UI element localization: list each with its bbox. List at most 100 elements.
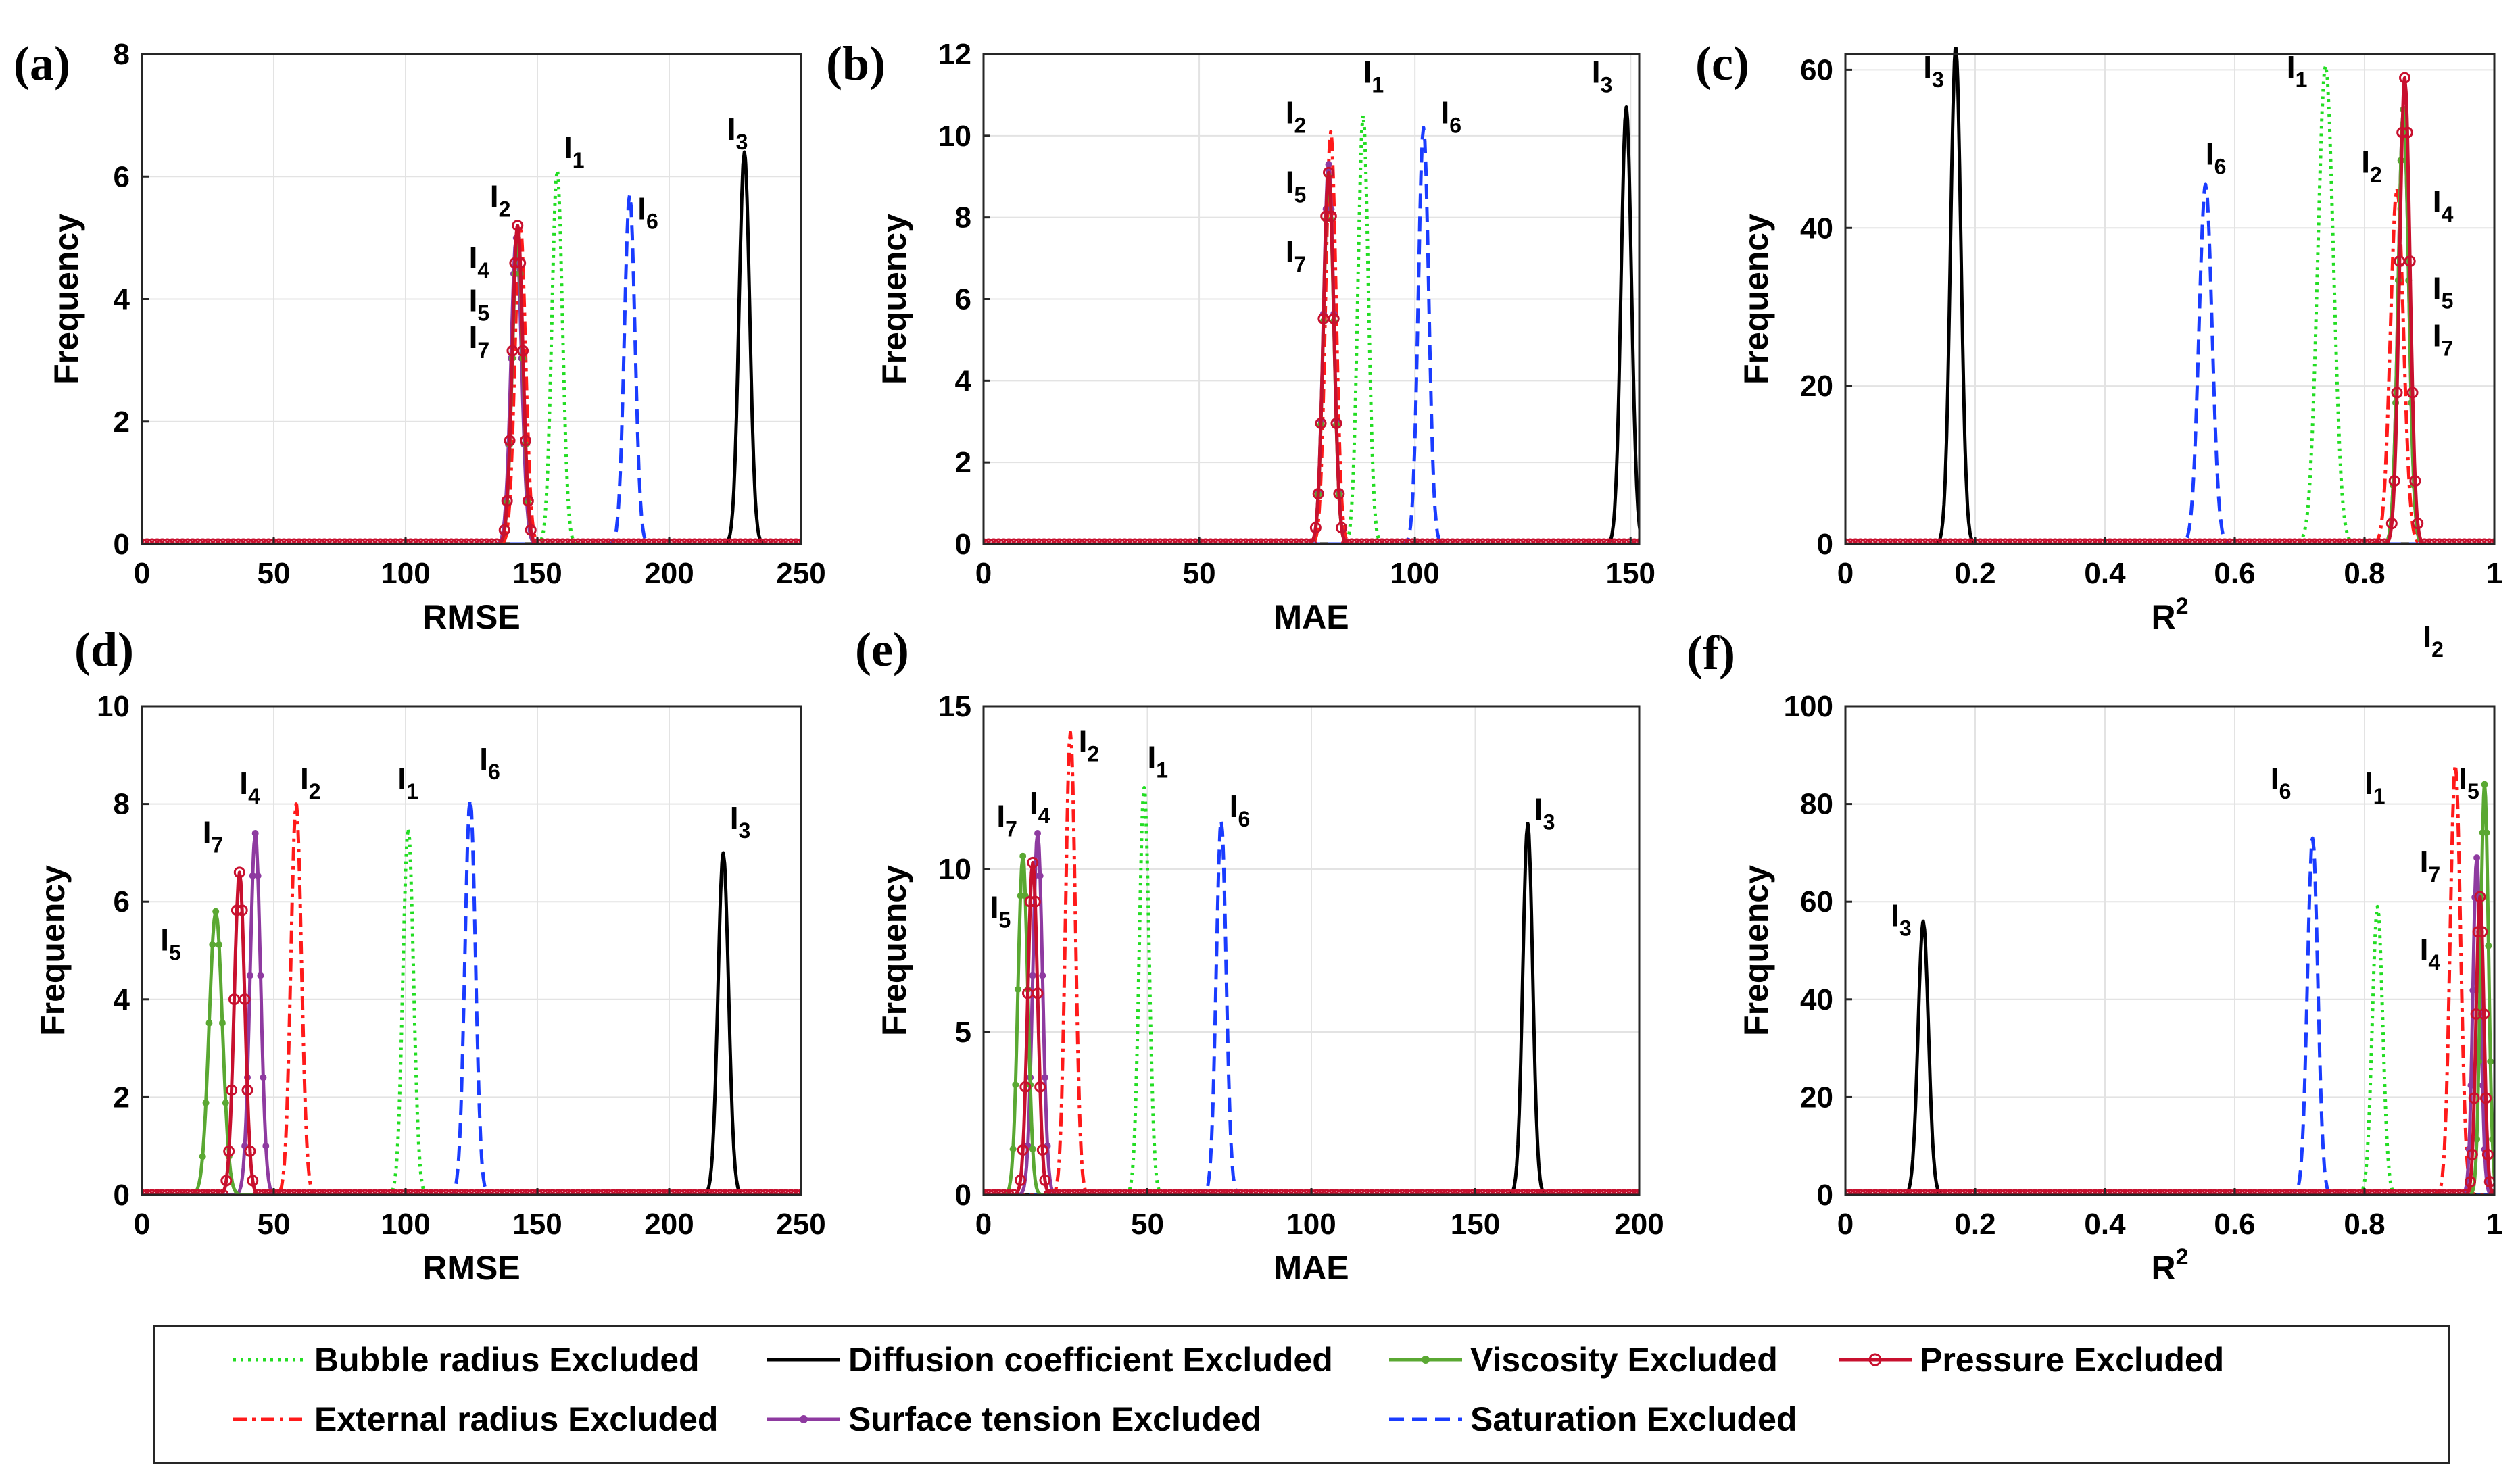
annotation-sub: 2 bbox=[309, 779, 321, 804]
marker-point bbox=[1017, 892, 1024, 900]
annotation-sub: 5 bbox=[169, 941, 181, 965]
y-tick-label: 20 bbox=[1800, 1081, 1833, 1114]
peak-annotation: I1 bbox=[1363, 54, 1384, 97]
marker-point bbox=[1039, 1174, 1051, 1186]
x-tick-label: 0 bbox=[134, 557, 150, 590]
series-markers bbox=[199, 908, 233, 1160]
annotation-sub: 7 bbox=[2428, 862, 2440, 887]
marker-point bbox=[226, 1084, 238, 1096]
marker-point bbox=[509, 257, 521, 269]
marker-point bbox=[1039, 972, 1046, 979]
annotation-main: I bbox=[2361, 144, 2370, 179]
x-tick-label: 0.4 bbox=[2084, 1208, 2126, 1241]
y-tick-label: 40 bbox=[1800, 212, 1833, 245]
annotation-main: I bbox=[1363, 54, 1372, 89]
x-tick-label: 0.2 bbox=[1954, 557, 1995, 590]
marker-point bbox=[2467, 1082, 2475, 1089]
marker-point bbox=[498, 524, 510, 536]
y-tick-label: 12 bbox=[938, 38, 971, 71]
peak-annotation: I2 bbox=[490, 179, 511, 222]
marker-point bbox=[1029, 972, 1036, 979]
annotation-main: I bbox=[730, 800, 739, 835]
x-tick-label: 100 bbox=[381, 1208, 430, 1241]
annotation-main: I bbox=[203, 814, 212, 849]
peak-annotation: I5 bbox=[2433, 271, 2454, 314]
annotation-main: I bbox=[300, 761, 309, 796]
y-tick-label: 40 bbox=[1800, 983, 1833, 1016]
y-tick-label: 15 bbox=[938, 690, 971, 723]
annotation-main: I bbox=[2365, 766, 2373, 801]
annotation-sub: 1 bbox=[2373, 784, 2385, 808]
peak-annotation: I2 bbox=[1079, 723, 1100, 766]
annotation-sub: 2 bbox=[2370, 162, 2382, 187]
marker-point bbox=[2481, 781, 2488, 788]
peak-annotation: I7 bbox=[2433, 318, 2454, 361]
marker-point bbox=[522, 495, 534, 507]
annotation-sub: 3 bbox=[736, 130, 748, 154]
annotation-main: I bbox=[2420, 844, 2429, 879]
legend-item: Diffusion coefficient Excluded bbox=[767, 1341, 1333, 1379]
marker-point bbox=[1034, 829, 1042, 837]
y-tick-label: 5 bbox=[955, 1016, 971, 1049]
annotation-main: I bbox=[1891, 897, 1899, 933]
panel-5: 0 50 100 150 200051015MAEFrequency(e)I1I2I3I… bbox=[855, 622, 1664, 1287]
x-tick-label: 250 bbox=[776, 1208, 825, 1241]
y-axis-title: Frequency bbox=[1737, 214, 1775, 385]
annotation-sub: 7 bbox=[477, 338, 489, 362]
marker-point bbox=[1032, 987, 1044, 1000]
legend-marker bbox=[1422, 1356, 1430, 1364]
marker-point bbox=[2385, 518, 2398, 530]
marker-point bbox=[1017, 1143, 1029, 1156]
marker-point bbox=[244, 1145, 256, 1157]
annotation-sub: 1 bbox=[2296, 68, 2308, 92]
annotation-sub: 2 bbox=[1087, 741, 1099, 766]
annotation-sub: 5 bbox=[2467, 779, 2479, 804]
x-tick-label: 100 bbox=[1286, 1208, 1336, 1241]
marker-point bbox=[257, 972, 264, 979]
y-tick-label: 2 bbox=[955, 446, 971, 479]
x-tick-label: 0.6 bbox=[2214, 557, 2255, 590]
y-tick-label: 6 bbox=[114, 160, 130, 193]
marker-point bbox=[2483, 1176, 2494, 1188]
marker-point bbox=[1325, 161, 1332, 168]
legend-item: Saturation Excluded bbox=[1389, 1400, 1797, 1438]
axes-frame bbox=[141, 705, 802, 1196]
marker-point bbox=[241, 1084, 253, 1096]
annotation-sub: 3 bbox=[1899, 916, 1912, 940]
marker-point bbox=[514, 257, 527, 269]
y-tick-label: 8 bbox=[114, 38, 130, 71]
marker-point bbox=[1325, 210, 1337, 222]
annotation-main: I bbox=[1286, 164, 1294, 199]
legend-label: Pressure Excluded bbox=[1920, 1341, 2224, 1379]
peak-annotation: I5 bbox=[2458, 761, 2479, 804]
annotation-main: I bbox=[160, 922, 169, 958]
marker-point bbox=[1333, 488, 1345, 500]
annotation-main: I bbox=[564, 130, 573, 165]
x-axis-title-sup: 2 bbox=[2176, 593, 2189, 619]
peak-annotation: I3 bbox=[1923, 49, 1944, 92]
x-tick-label: 50 bbox=[1183, 557, 1216, 590]
annotation-main: I bbox=[2423, 619, 2431, 654]
annotation-sub: 1 bbox=[406, 779, 418, 804]
marker-point bbox=[2399, 72, 2411, 84]
marker-point bbox=[1336, 522, 1348, 534]
peak-annotation: I2 bbox=[2423, 619, 2444, 662]
x-tick-label: 150 bbox=[512, 557, 562, 590]
panel-letter: (d) bbox=[74, 622, 134, 676]
peak-annotation: I6 bbox=[1440, 95, 1461, 138]
annotation-sub: 3 bbox=[738, 818, 750, 843]
marker-point bbox=[202, 1099, 210, 1106]
annotation-main: I bbox=[1148, 740, 1157, 775]
x-tick-label: 0.6 bbox=[2214, 1208, 2255, 1241]
marker-point bbox=[1015, 1174, 1027, 1186]
marker-point bbox=[249, 872, 256, 879]
x-tick-label: 0.4 bbox=[2084, 557, 2126, 590]
peak-annotation: I6 bbox=[1230, 789, 1251, 831]
panel-letter: (a) bbox=[14, 36, 70, 91]
annotation-main: I bbox=[469, 320, 478, 355]
y-tick-label: 0 bbox=[1817, 1179, 1833, 1212]
legend-label: Viscosity Excluded bbox=[1470, 1341, 1778, 1379]
annotation-sub: 5 bbox=[1294, 182, 1306, 207]
x-axis-title: RMSE bbox=[422, 598, 520, 636]
